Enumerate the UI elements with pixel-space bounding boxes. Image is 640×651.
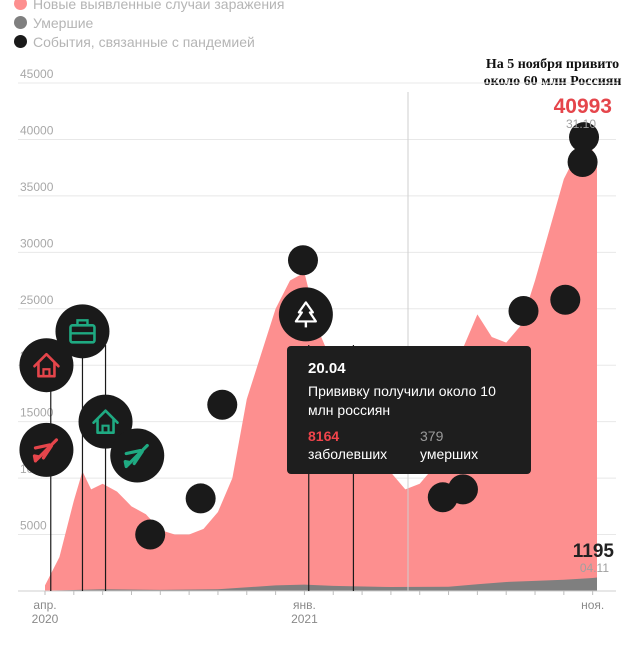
x-tick-label: янв. (293, 598, 316, 612)
briefcase-icon-handle (70, 319, 95, 335)
tooltip-date: 20.04 (308, 360, 346, 377)
legend-item-events[interactable]: События, связанные с пандемией (14, 32, 284, 51)
event-marker[interactable] (185, 483, 216, 514)
y-tick-label: 25000 (20, 293, 54, 307)
legend-label-cases: Новые выявленные случаи заражения (33, 0, 285, 12)
event-tooltip: 20.04 Прививку получили около 10 млн рос… (287, 346, 531, 474)
event-marker[interactable] (447, 474, 478, 505)
legend-label-events: События, связанные с пандемией (33, 33, 255, 50)
tooltip-text: Прививку получили около 10 млн россиян (308, 383, 496, 418)
event-marker-circle (78, 394, 133, 449)
event-marker[interactable] (567, 147, 598, 178)
event-marker[interactable] (135, 519, 166, 550)
event-marker-circle (567, 147, 598, 178)
event-marker[interactable] (508, 296, 539, 327)
y-tick-label: 5000 (20, 519, 47, 533)
event-marker-circle (278, 287, 333, 342)
event-marker-circle (55, 304, 110, 359)
vaccination-note: На 5 ноября привито около 60 млн Россиян (483, 57, 622, 89)
legend-dot-events (14, 35, 27, 48)
event-marker-circle (19, 338, 74, 393)
tooltip-deaths-label: умерших (420, 446, 479, 462)
house-icon (33, 352, 60, 378)
x-tick-label: апр. (33, 598, 56, 612)
event-marker-tree[interactable] (278, 287, 333, 342)
tooltip-deaths-value: 379 (420, 428, 444, 444)
x-tick-sublabel: 2021 (291, 612, 318, 626)
event-marker-circle (287, 245, 318, 276)
event-marker-circle (569, 122, 600, 153)
last-value-label: 1195 (573, 541, 615, 562)
plane-icon (123, 443, 149, 469)
event-marker[interactable] (569, 122, 600, 153)
house-icon-door (42, 368, 51, 377)
event-marker-circle (185, 483, 216, 514)
event-marker-house[interactable] (78, 394, 133, 449)
plane-icon-shape (32, 438, 59, 463)
y-tick-label: 30000 (20, 236, 54, 250)
event-marker-circle (550, 284, 581, 315)
tooltip-cases-label: заболевших (308, 446, 388, 462)
y-tick-label: 35000 (20, 180, 54, 194)
event-marker[interactable] (207, 389, 238, 420)
series-area-deaths (45, 577, 597, 591)
y-tick-label: 45000 (20, 67, 54, 81)
event-marker-circle (447, 474, 478, 505)
house-icon (92, 409, 119, 434)
legend-item-cases[interactable]: Новые выявленные случаи заражения (14, 0, 284, 13)
tree-icon (294, 301, 317, 328)
event-marker-circle (207, 389, 238, 420)
event-marker-plane[interactable] (110, 428, 165, 483)
legend-dot-deaths (14, 16, 27, 29)
x-tick-sublabel: 2020 (32, 612, 59, 626)
y-tick-label: 40000 (20, 123, 54, 137)
y-tick-label: 15000 (20, 406, 54, 420)
event-marker-plane[interactable] (19, 422, 74, 477)
peak-date-label: 31.10 (566, 117, 596, 131)
house-icon-outline (33, 352, 60, 378)
briefcase-icon (69, 319, 96, 344)
legend-label-deaths: Умершие (33, 14, 94, 31)
event-marker-circle (135, 519, 166, 550)
event-marker[interactable] (287, 245, 318, 276)
legend-dot-cases (14, 0, 27, 10)
plane-icon-shape (123, 443, 149, 469)
event-marker[interactable] (550, 284, 581, 315)
event-marker-briefcase[interactable] (55, 304, 110, 359)
legend-item-deaths[interactable]: Умершие (14, 13, 284, 32)
legend: Новые выявленные случаи заражения Умерши… (14, 0, 284, 51)
house-icon-door (101, 424, 110, 433)
event-marker-house[interactable] (19, 338, 74, 393)
tooltip-cases-value: 8164 (308, 428, 340, 444)
peak-value-label: 40993 (554, 95, 612, 118)
plane-icon (32, 438, 59, 463)
event-marker-circle (508, 296, 539, 327)
x-tick-label: ноя. (581, 598, 604, 612)
last-date-label: 04.11 (580, 561, 609, 575)
house-icon-outline (92, 409, 119, 434)
